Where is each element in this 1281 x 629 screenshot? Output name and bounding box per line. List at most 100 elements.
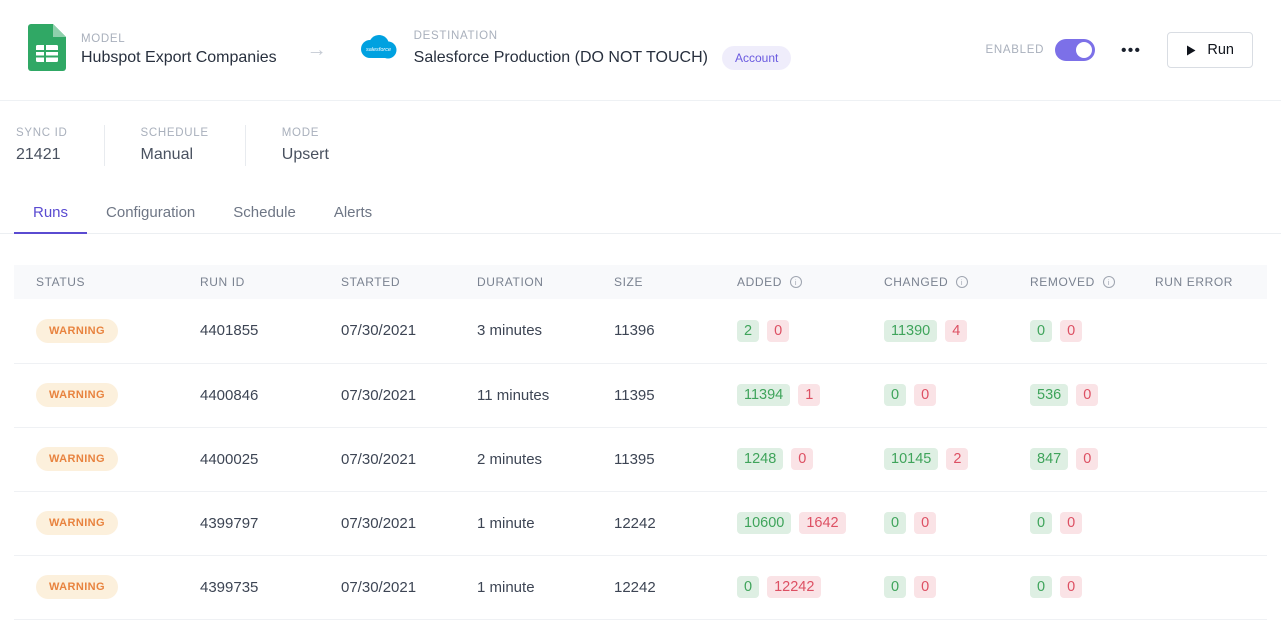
model-name: Hubspot Export Companies <box>81 49 277 66</box>
status-badge: WARNING <box>36 511 118 535</box>
success-count-badge: 11394 <box>737 384 791 406</box>
column-header-label: DURATION <box>477 275 544 289</box>
column-header-label: RUN ID <box>200 275 245 289</box>
failure-count-badge: 0 <box>1060 576 1083 598</box>
run-error-cell <box>1155 491 1267 556</box>
failure-count-badge: 0 <box>914 384 937 406</box>
failure-count-badge: 2 <box>946 448 969 470</box>
meta-label: SCHEDULE <box>140 127 209 139</box>
table-row[interactable]: WARNING 4401855 07/30/2021 3 minutes 11396 2 0… <box>14 299 1267 364</box>
account-badge: Account <box>721 46 792 70</box>
started-cell: 07/30/2021 <box>341 299 477 364</box>
success-count-badge: 11390 <box>884 319 938 342</box>
run-id-cell: 4400846 <box>200 363 341 428</box>
column-header-label: ADDED <box>737 275 783 289</box>
size-cell: 11395 <box>614 427 737 492</box>
model-label: MODEL <box>81 33 126 45</box>
success-count-badge: 0 <box>884 512 907 534</box>
table-row[interactable]: WARNING 4399735 07/30/2021 1 minute 12242 0 12… <box>14 555 1267 620</box>
column-header-label: REMOVED <box>1030 275 1095 289</box>
table-row[interactable]: WARNING 4399797 07/30/2021 1 minute 12242 106… <box>14 491 1267 556</box>
meta-value: Manual <box>140 146 194 163</box>
started-cell: 07/30/2021 <box>341 555 477 620</box>
failure-count-badge: 0 <box>914 576 937 598</box>
added-cell: 10600 1642 <box>737 491 884 556</box>
added-cell: 0 12242 <box>737 555 884 620</box>
svg-text:i: i <box>1108 278 1110 287</box>
success-count-badge: 536 <box>1030 384 1069 406</box>
meta-schedule: SCHEDULE Manual <box>103 125 245 166</box>
overflow-menu-button[interactable]: ••• <box>1121 41 1142 59</box>
info-icon[interactable]: i <box>1102 275 1116 289</box>
removed-cell: 847 0 <box>1030 427 1155 492</box>
status-cell: WARNING <box>14 363 200 428</box>
failure-count-badge: 0 <box>1060 319 1083 342</box>
success-count-badge: 1248 <box>737 448 784 470</box>
failure-count-badge: 1 <box>798 384 821 406</box>
runs-table: STATUS RUN ID STARTED DURATION SIZE ADDED i CHA… <box>14 265 1267 620</box>
runs-table-body: WARNING 4401855 07/30/2021 3 minutes 11396 2 0… <box>14 299 1267 620</box>
salesforce-cloud-icon: salesforce <box>357 34 399 67</box>
tab-alerts[interactable]: Alerts <box>333 204 373 221</box>
status-badge: WARNING <box>36 318 118 343</box>
tab-bar: Runs Configuration Schedule Alerts <box>0 193 1281 234</box>
info-icon[interactable]: i <box>789 275 803 289</box>
tab-configuration[interactable]: Configuration <box>106 204 196 221</box>
run-error-cell <box>1155 427 1267 492</box>
status-cell: WARNING <box>14 299 200 364</box>
run-id-cell: 4400025 <box>200 427 341 492</box>
column-header-changed: CHANGED i <box>884 265 1030 299</box>
success-count-badge: 0 <box>1030 576 1053 598</box>
destination-label: DESTINATION <box>413 30 498 42</box>
destination-entity: salesforce DESTINATION Salesforce Produc… <box>357 30 792 70</box>
meta-sync-id: SYNC ID 21421 <box>16 125 104 166</box>
table-row[interactable]: WARNING 4400846 07/30/2021 11 minutes 11395 1… <box>14 363 1267 428</box>
success-count-badge: 0 <box>737 576 760 598</box>
tab-schedule[interactable]: Schedule <box>233 204 296 221</box>
run-button[interactable]: Run <box>1167 32 1253 68</box>
size-cell: 12242 <box>614 491 737 556</box>
sync-header: MODEL Hubspot Export Companies → salesfo… <box>0 0 1281 101</box>
column-header-label: SIZE <box>614 275 644 289</box>
failure-count-badge: 1642 <box>799 512 846 534</box>
tab-runs[interactable]: Runs <box>14 193 88 234</box>
info-icon[interactable]: i <box>955 275 969 289</box>
failure-count-badge: 4 <box>945 319 968 342</box>
play-icon <box>1186 45 1196 56</box>
success-count-badge: 10145 <box>884 448 939 470</box>
svg-text:i: i <box>795 278 797 287</box>
runs-table-wrap: STATUS RUN ID STARTED DURATION SIZE ADDED i CHA… <box>14 265 1267 620</box>
started-cell: 07/30/2021 <box>341 363 477 428</box>
duration-cell: 3 minutes <box>477 299 614 364</box>
destination-name: Salesforce Production (DO NOT TOUCH) <box>413 49 708 66</box>
arrow-right-icon: → <box>306 38 327 61</box>
success-count-badge: 0 <box>1030 512 1053 534</box>
run-id-cell: 4399797 <box>200 491 341 556</box>
failure-count-badge: 0 <box>767 319 790 342</box>
run-error-cell <box>1155 555 1267 620</box>
table-row[interactable]: WARNING 4400025 07/30/2021 2 minutes 11395 12… <box>14 427 1267 492</box>
column-header-duration: DURATION <box>477 265 614 299</box>
status-badge: WARNING <box>36 383 118 407</box>
failure-count-badge: 0 <box>1076 384 1099 406</box>
sync-meta: SYNC ID 21421 SCHEDULE Manual MODE Upsert <box>0 125 1281 166</box>
column-header-status: STATUS <box>14 265 200 299</box>
enabled-toggle[interactable] <box>1055 39 1096 61</box>
svg-text:salesforce: salesforce <box>366 47 391 53</box>
started-cell: 07/30/2021 <box>341 491 477 556</box>
column-header-removed: REMOVED i <box>1030 265 1155 299</box>
failure-count-badge: 0 <box>1060 512 1083 534</box>
size-cell: 12242 <box>614 555 737 620</box>
added-cell: 11394 1 <box>737 363 884 428</box>
column-header-label: RUN ERROR <box>1155 275 1234 289</box>
column-header-label: STARTED <box>341 275 401 289</box>
size-cell: 11395 <box>614 363 737 428</box>
success-count-badge: 0 <box>884 384 907 406</box>
success-count-badge: 0 <box>1030 319 1053 342</box>
status-cell: WARNING <box>14 555 200 620</box>
